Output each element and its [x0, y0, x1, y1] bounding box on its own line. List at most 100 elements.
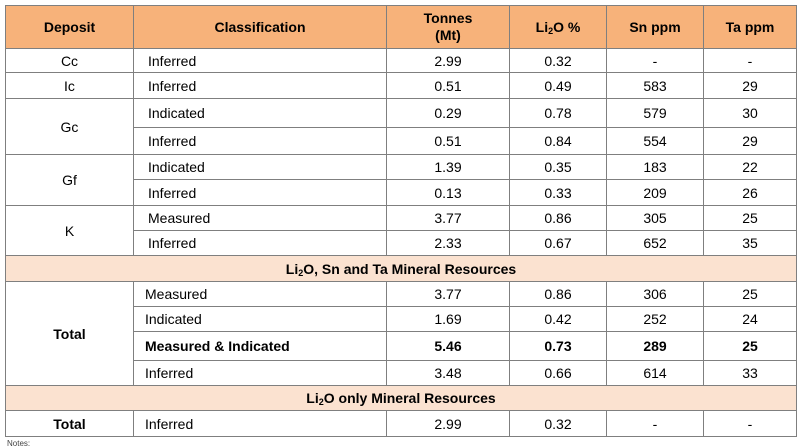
table-row: Cc Inferred 2.99 0.32 - -	[5, 48, 797, 73]
table-row: Indicated 1.69 0.42 252 24	[6, 306, 797, 332]
ta-cell: 25	[703, 281, 797, 307]
li2o-cell: 0.73	[509, 331, 607, 361]
sn-cell: 306	[606, 281, 704, 307]
header-classification: Classification	[133, 5, 387, 49]
classification-cell: Measured	[133, 205, 387, 231]
notes-label: Notes:	[7, 439, 31, 448]
table-row: Inferred 3.48 0.66 614 33	[6, 360, 797, 386]
section2-prefix: Li	[306, 390, 319, 406]
deposit-cell: Cc	[5, 48, 134, 73]
sn-cell: -	[606, 48, 704, 73]
tonnes-cell: 0.51	[386, 72, 510, 99]
tonnes-cell: 3.77	[386, 205, 510, 231]
section1-prefix: Li	[285, 260, 299, 277]
ta-cell: 22	[703, 154, 797, 180]
mineral-resources-table: Deposit Classification Tonnes (Mt) Li2O %…	[5, 5, 797, 437]
deposit-cell: Gc	[5, 98, 134, 155]
ta-cell: 35	[703, 230, 797, 256]
section-header-li2o-sn-ta: Li2O, Sn and Ta Mineral Resources	[5, 255, 797, 282]
classification-cell: Inferred	[133, 127, 387, 155]
ta-cell: 25	[703, 331, 797, 361]
tonnes-cell: 2.33	[386, 230, 510, 256]
tonnes-cell: 1.69	[386, 306, 510, 332]
classification-cell: Measured & Indicated	[133, 331, 387, 361]
table-row: Total Measured 3.77 0.86 306 25	[5, 281, 797, 386]
section-header-row: Li2O only Mineral Resources	[5, 385, 797, 411]
tonnes-cell: 0.29	[386, 98, 510, 128]
section-header-row: Li2O, Sn and Ta Mineral Resources	[5, 255, 797, 282]
total-label: Total	[5, 410, 134, 437]
header-row: Deposit Classification Tonnes (Mt) Li2O %…	[5, 5, 797, 49]
tonnes-cell: 1.39	[386, 154, 510, 180]
li2o-cell: 0.86	[509, 281, 607, 307]
table-row-measured-indicated: Measured & Indicated 5.46 0.73 289 25	[6, 331, 797, 361]
header-tonnes-line2: (Mt)	[435, 27, 461, 43]
li2o-cell: 0.66	[509, 360, 607, 386]
li2o-cell: 0.78	[509, 98, 607, 128]
header-li2o-sub: 2	[548, 25, 554, 36]
ta-cell: 25	[703, 205, 797, 231]
li2o-cell: 0.86	[509, 205, 607, 231]
sn-cell: -	[606, 410, 704, 437]
tonnes-cell: 2.99	[386, 48, 510, 73]
sn-cell: 579	[606, 98, 704, 128]
header-deposit: Deposit	[5, 5, 134, 49]
classification-cell: Indicated	[133, 154, 387, 180]
li2o-cell: 0.67	[509, 230, 607, 256]
tonnes-cell: 3.48	[386, 360, 510, 386]
deposit-cell: Gf	[5, 154, 134, 206]
li2o-cell: 0.42	[509, 306, 607, 332]
classification-cell: Indicated	[133, 306, 387, 332]
tonnes-cell: 5.46	[386, 331, 510, 361]
header-ta: Ta ppm	[703, 5, 797, 49]
li2o-cell: 0.49	[509, 72, 607, 99]
li2o-cell: 0.35	[509, 154, 607, 180]
classification-cell: Inferred	[133, 360, 387, 386]
table-row: Gf Indicated 1.39 0.35 183 22	[5, 154, 797, 206]
classification-cell: Inferred	[133, 48, 387, 73]
section2-suffix: O only Mineral Resources	[323, 390, 496, 406]
classification-cell: Inferred	[133, 72, 387, 99]
tonnes-cell: 3.77	[386, 281, 510, 307]
table-row: Gc Indicated 0.29 0.78 579 30	[5, 98, 797, 155]
classification-cell: Inferred	[133, 179, 387, 206]
sn-cell: 209	[606, 179, 704, 206]
table-row: Inferred 0.51 0.84 554 29	[6, 127, 797, 155]
tonnes-cell: 2.99	[386, 410, 510, 437]
ta-cell: 24	[703, 306, 797, 332]
sn-cell: 252	[606, 306, 704, 332]
ta-cell: -	[703, 48, 797, 73]
sn-cell: 652	[606, 230, 704, 256]
table-row: Inferred 0.13 0.33 209 26	[6, 179, 797, 206]
li2o-cell: 0.33	[509, 179, 607, 206]
header-tonnes: Tonnes (Mt)	[386, 5, 510, 49]
classification-cell: Measured	[133, 281, 387, 307]
header-li2o-prefix: Li	[535, 18, 549, 35]
table-row: Inferred 2.33 0.67 652 35	[6, 230, 797, 256]
ta-cell: 29	[703, 127, 797, 155]
header-tonnes-line1: Tonnes	[423, 10, 473, 26]
sn-cell: 583	[606, 72, 704, 99]
header-li2o: Li2O %	[509, 5, 607, 49]
sn-cell: 289	[606, 331, 704, 361]
tonnes-cell: 0.51	[386, 127, 510, 155]
sn-cell: 305	[606, 205, 704, 231]
ta-cell: 33	[703, 360, 797, 386]
classification-cell: Indicated	[133, 98, 387, 128]
table-row: Total Inferred 2.99 0.32 - -	[5, 410, 797, 437]
li2o-cell: 0.32	[509, 410, 607, 437]
table-row: K Measured 3.77 0.86 305 25	[5, 205, 797, 256]
deposit-cell: Ic	[5, 72, 134, 99]
ta-cell: -	[703, 410, 797, 437]
header-li2o-suffix: O %	[553, 18, 581, 35]
sn-cell: 614	[606, 360, 704, 386]
classification-cell: Inferred	[133, 410, 387, 437]
section-header-li2o-only: Li2O only Mineral Resources	[5, 385, 797, 411]
section1-sub: 2	[298, 267, 304, 278]
classification-cell: Inferred	[133, 230, 387, 256]
tonnes-cell: 0.13	[386, 179, 510, 206]
ta-cell: 26	[703, 179, 797, 206]
sn-cell: 183	[606, 154, 704, 180]
ta-cell: 29	[703, 72, 797, 99]
li2o-cell: 0.84	[509, 127, 607, 155]
